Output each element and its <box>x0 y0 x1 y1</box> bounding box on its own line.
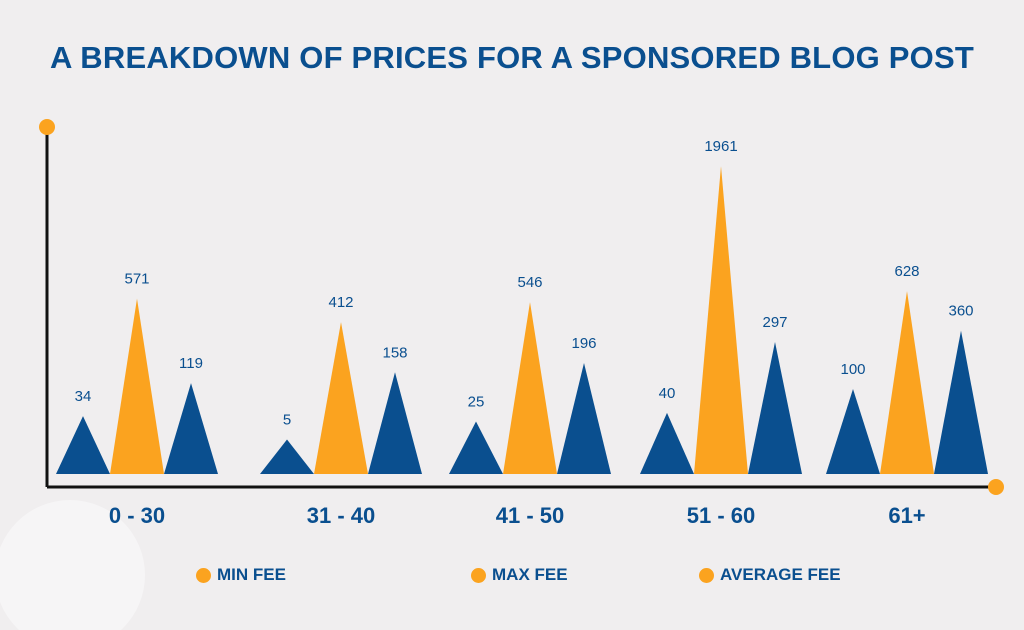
triangle-bar <box>640 412 694 474</box>
data-label: 297 <box>762 314 787 331</box>
data-label: 360 <box>948 303 973 320</box>
category-label: 51 - 60 <box>687 503 756 528</box>
triangle-bar <box>880 291 934 474</box>
axis-end-dot-icon <box>988 479 1004 495</box>
triangle-bar <box>368 372 422 474</box>
data-label: 25 <box>468 394 485 411</box>
legend-item-max-fee: MAX FEE <box>471 565 568 585</box>
data-label: 158 <box>382 344 407 361</box>
data-label: 546 <box>517 274 542 291</box>
data-label: 5 <box>283 411 291 428</box>
data-label: 100 <box>840 361 865 378</box>
data-label: 196 <box>571 335 596 352</box>
legend-item-average-fee: AVERAGE FEE <box>699 565 841 585</box>
chart-title: A BREAKDOWN OF PRICES FOR A SPONSORED BL… <box>50 40 974 75</box>
category-label: 41 - 50 <box>496 503 565 528</box>
triangle-bar <box>56 416 110 474</box>
category-label: 31 - 40 <box>307 503 376 528</box>
legend-label: MIN FEE <box>217 565 286 584</box>
triangle-bar <box>449 421 503 474</box>
decorative-globe <box>0 500 145 630</box>
data-label: 1961 <box>704 138 737 155</box>
data-label: 571 <box>124 271 149 288</box>
triangle-bar <box>748 341 802 474</box>
data-label: 40 <box>659 385 676 402</box>
triangle-bar <box>934 330 988 474</box>
data-label: 412 <box>328 294 353 311</box>
axis-end-dot-icon <box>39 119 55 135</box>
triangle-bar <box>503 302 557 474</box>
legend-label: MAX FEE <box>492 565 568 584</box>
triangle-bar <box>314 322 368 474</box>
triangle-bar <box>110 298 164 474</box>
category-label: 61+ <box>888 503 925 528</box>
triangle-bar <box>557 363 611 474</box>
category-label: 0 - 30 <box>109 503 165 528</box>
data-label: 628 <box>894 263 919 280</box>
legend-dot-icon <box>196 567 211 583</box>
data-label: 34 <box>75 388 92 405</box>
legend-dot-icon <box>699 567 714 583</box>
triangle-bar <box>164 383 218 474</box>
legend-dot-icon <box>471 567 486 583</box>
triangle-bar <box>260 439 314 474</box>
legend-label: AVERAGE FEE <box>720 565 841 584</box>
legend-item-min-fee: MIN FEE <box>196 565 286 585</box>
triangle-bar <box>826 389 880 474</box>
data-label: 119 <box>179 355 203 372</box>
triangle-bar <box>694 166 748 474</box>
